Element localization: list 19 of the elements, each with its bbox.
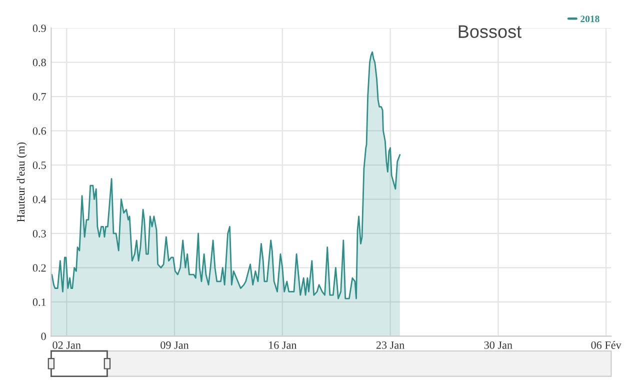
x-tick-label: 23 Jan bbox=[376, 341, 404, 349]
y-tick-label: 0 bbox=[41, 332, 46, 340]
x-tick-label: 30 Jan bbox=[484, 341, 512, 349]
y-tick-label: 0.4 bbox=[32, 196, 46, 204]
y-tick-label: 0.9 bbox=[32, 24, 46, 32]
y-tick-label: 0.1 bbox=[32, 298, 46, 306]
y-axis-title: Hauteur d'eau (m) bbox=[16, 142, 27, 222]
chart-title: Bossost bbox=[458, 25, 522, 38]
x-tick-label: 02 Jan bbox=[52, 341, 81, 349]
y-tick-label: 0.8 bbox=[32, 58, 46, 66]
y-tick-label: 0.6 bbox=[32, 127, 46, 135]
legend-label: 2018 bbox=[580, 16, 600, 22]
y-tick-label: 0.5 bbox=[32, 161, 46, 170]
y-tick-label: 0.7 bbox=[32, 93, 46, 101]
y-tick-label: 0.3 bbox=[32, 230, 46, 238]
x-tick-label: 16 Jan bbox=[269, 341, 297, 349]
x-tick-label: 06 Fév bbox=[591, 341, 622, 349]
x-tick-label: 09 Jan bbox=[160, 341, 189, 349]
y-tick-label: 0.2 bbox=[32, 264, 46, 272]
